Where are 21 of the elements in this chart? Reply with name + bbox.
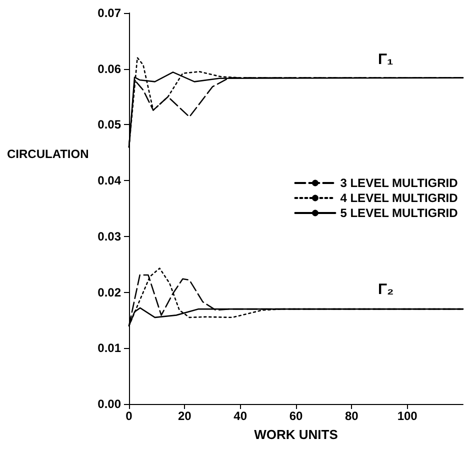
x-tick-label: 80 xyxy=(344,409,359,423)
y-tick-label: 0.01 xyxy=(98,341,122,356)
y-tick-label: 0.04 xyxy=(98,174,122,188)
x-tick-label: 60 xyxy=(289,409,303,423)
x-tick-label: 20 xyxy=(178,409,192,423)
x-axis-title: WORK UNITS xyxy=(254,427,338,442)
x-tick-label: 40 xyxy=(234,409,248,423)
legend-label: 5 LEVEL MULTIGRID xyxy=(340,206,458,220)
y-tick-label: 0.07 xyxy=(98,6,122,20)
y-tick-label: 0.05 xyxy=(98,118,122,132)
x-tick-label: 0 xyxy=(126,409,133,423)
legend-label: 4 LEVEL MULTIGRID xyxy=(340,191,458,205)
y-tick-label: 0.00 xyxy=(98,397,122,411)
y-axis-title: CIRCULATION xyxy=(7,147,89,161)
legend-label: 3 LEVEL MULTIGRID xyxy=(340,176,458,190)
y-tick-label: 0.03 xyxy=(98,229,122,244)
x-tick-label: 100 xyxy=(397,409,418,423)
annotation: Γ₂ xyxy=(378,281,394,298)
annotation: Γ₁ xyxy=(378,51,394,68)
y-tick-label: 0.02 xyxy=(98,285,122,300)
y-tick-label: 0.06 xyxy=(98,62,122,76)
